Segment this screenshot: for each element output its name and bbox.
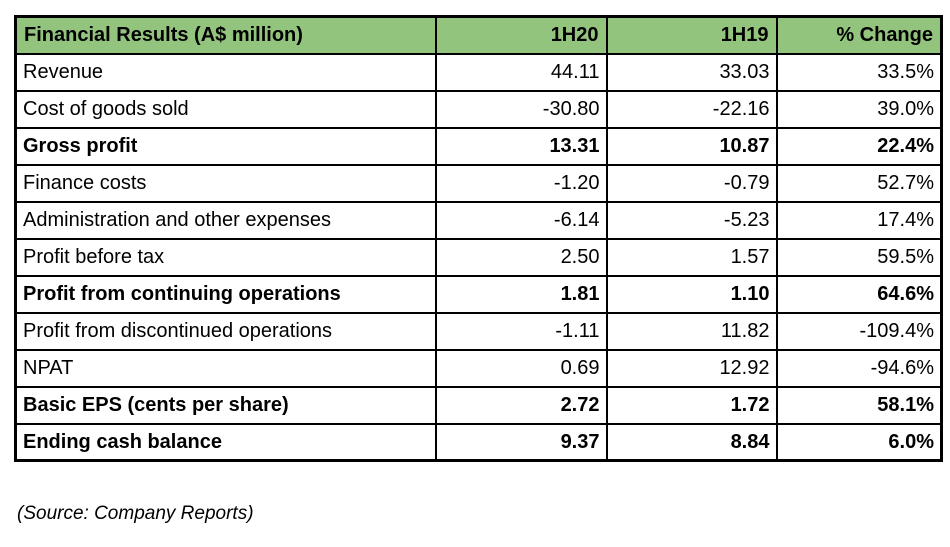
value-pct-change: 33.5%	[775, 52, 943, 92]
row-label: Profit from continuing operations	[14, 274, 437, 314]
table-row: Ending cash balance 9.37 8.84 6.0%	[14, 422, 943, 462]
value-1h19: 1.72	[605, 385, 778, 425]
table-row: Profit from continuing operations 1.81 1.1…	[14, 274, 943, 314]
header-row: Financial Results (A$ million) 1H20 1H19…	[14, 15, 943, 55]
header-cell-1h20: 1H20	[434, 15, 608, 55]
table-row: Gross profit 13.31 10.87 22.4%	[14, 126, 943, 166]
table-row: Finance costs -1.20 -0.79 52.7%	[14, 163, 943, 203]
value-1h19: 8.84	[605, 422, 778, 462]
table-row: Revenue 44.11 33.03 33.5%	[14, 52, 943, 92]
value-1h20: 2.72	[434, 385, 608, 425]
table-row: NPAT 0.69 12.92 -94.6%	[14, 348, 943, 388]
value-1h20: -6.14	[434, 200, 608, 240]
value-1h19: 11.82	[605, 311, 778, 351]
value-1h20: -1.20	[434, 163, 608, 203]
value-pct-change: 17.4%	[775, 200, 943, 240]
value-pct-change: -94.6%	[775, 348, 943, 388]
row-label: Basic EPS (cents per share)	[14, 385, 437, 425]
table-row: Cost of goods sold -30.80 -22.16 39.0%	[14, 89, 943, 129]
value-1h20: 0.69	[434, 348, 608, 388]
value-1h19: 1.10	[605, 274, 778, 314]
value-1h20: 13.31	[434, 126, 608, 166]
value-1h19: 1.57	[605, 237, 778, 277]
value-pct-change: 39.0%	[775, 89, 943, 129]
row-label: Administration and other expenses	[14, 200, 437, 240]
value-1h19: 10.87	[605, 126, 778, 166]
value-1h19: -0.79	[605, 163, 778, 203]
value-1h20: 44.11	[434, 52, 608, 92]
value-1h20: -30.80	[434, 89, 608, 129]
value-1h20: 2.50	[434, 237, 608, 277]
table-row: Profit before tax 2.50 1.57 59.5%	[14, 237, 943, 277]
value-pct-change: 22.4%	[775, 126, 943, 166]
value-pct-change: 58.1%	[775, 385, 943, 425]
row-label: Gross profit	[14, 126, 437, 166]
value-1h20: 9.37	[434, 422, 608, 462]
value-pct-change: 64.6%	[775, 274, 943, 314]
header-cell-1h19: 1H19	[605, 15, 778, 55]
table-row: Profit from discontinued operations -1.11…	[14, 311, 943, 351]
financial-results-table: Financial Results (A$ million) 1H20 1H19…	[14, 15, 943, 462]
value-pct-change: 6.0%	[775, 422, 943, 462]
table-body: Revenue 44.11 33.03 33.5% Cost of goods sold…	[14, 52, 943, 462]
header-cell-title: Financial Results (A$ million)	[14, 15, 437, 55]
row-label: Profit before tax	[14, 237, 437, 277]
value-1h19: -22.16	[605, 89, 778, 129]
source-note: (Source: Company Reports)	[17, 503, 254, 524]
row-label: Cost of goods sold	[14, 89, 437, 129]
financial-results-table-wrap: Financial Results (A$ million) 1H20 1H19…	[14, 15, 943, 462]
header-cell-pct-change: % Change	[775, 15, 943, 55]
row-label: Finance costs	[14, 163, 437, 203]
row-label: Revenue	[14, 52, 437, 92]
table-header: Financial Results (A$ million) 1H20 1H19…	[14, 15, 943, 55]
value-1h19: 12.92	[605, 348, 778, 388]
row-label: NPAT	[14, 348, 437, 388]
table-row: Basic EPS (cents per share) 2.72 1.72 58.1%	[14, 385, 943, 425]
value-pct-change: 52.7%	[775, 163, 943, 203]
value-1h19: 33.03	[605, 52, 778, 92]
value-1h19: -5.23	[605, 200, 778, 240]
value-1h20: 1.81	[434, 274, 608, 314]
row-label: Ending cash balance	[14, 422, 437, 462]
table-row: Administration and other expenses -6.14 -5…	[14, 200, 943, 240]
value-pct-change: -109.4%	[775, 311, 943, 351]
value-1h20: -1.11	[434, 311, 608, 351]
row-label: Profit from discontinued operations	[14, 311, 437, 351]
value-pct-change: 59.5%	[775, 237, 943, 277]
